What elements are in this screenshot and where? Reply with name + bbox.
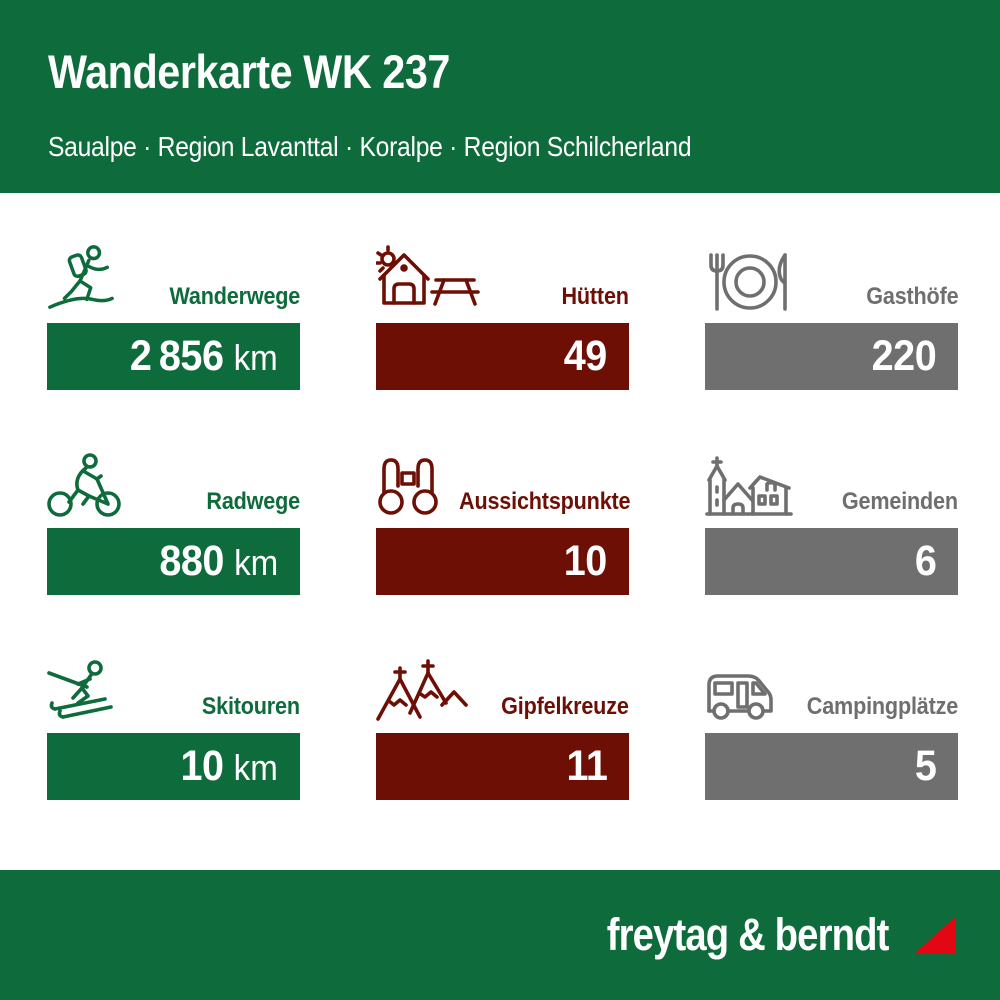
stat-label: Gipfelkreuze — [501, 693, 630, 720]
stat-card-wanderwege: Wanderwege 2 856 km — [47, 239, 300, 390]
stat-label: Skitouren — [201, 693, 300, 720]
stat-value: 10 — [563, 537, 608, 585]
stat-value: 6 — [914, 537, 936, 585]
stat-bar: 10 — [376, 528, 629, 595]
stat-label: Gemeinden — [841, 488, 958, 515]
logo-text: freytag & berndt — [607, 909, 890, 960]
stat-bar: 220 — [705, 323, 958, 390]
stat-card-gasthoefe: Gasthöfe 220 — [705, 239, 958, 390]
stat-unit: km — [233, 542, 278, 583]
stat-bar: 11 — [376, 733, 629, 800]
summit-cross-icon — [376, 659, 470, 723]
stat-bar: 49 — [376, 323, 629, 390]
stat-card-skitouren: Skitouren 10 km — [47, 649, 300, 800]
stat-card-huetten: Hütten 49 — [376, 239, 629, 390]
ski-tour-icon — [47, 657, 117, 723]
stat-bar: 2 856 km — [47, 323, 300, 390]
page-title: Wanderkarte WK 237 — [48, 45, 450, 98]
cyclist-icon — [47, 452, 121, 518]
hiker-icon — [47, 243, 115, 313]
stat-value: 11 — [566, 742, 607, 790]
red-triangle-icon — [914, 916, 955, 954]
restaurant-icon — [705, 251, 791, 313]
village-church-icon — [705, 456, 793, 518]
camper-van-icon — [705, 663, 781, 723]
stat-label: Campingplätze — [806, 693, 958, 720]
stat-label: Hütten — [561, 283, 629, 310]
stat-card-gemeinden: Gemeinden 6 — [705, 444, 958, 595]
stat-card-radwege: Radwege 880 km — [47, 444, 300, 595]
stat-card-gipfelkreuze: Gipfelkreuze 11 — [376, 649, 629, 800]
header-banner: Wanderkarte WK 237 Saualpe · Region Lava… — [0, 0, 1000, 193]
footer-banner: freytag & berndt — [0, 870, 1000, 1000]
binoculars-icon — [376, 456, 440, 518]
stat-unit: km — [233, 337, 278, 378]
stat-label: Gasthöfe — [865, 283, 958, 310]
stat-unit: km — [233, 747, 278, 788]
stat-label: Wanderwege — [169, 283, 300, 310]
stat-value: 49 — [563, 332, 608, 380]
stat-label: Radwege — [206, 488, 300, 515]
page-subtitle: Saualpe · Region Lavanttal · Koralpe · R… — [48, 131, 692, 162]
stat-value: 10 — [180, 742, 225, 790]
stat-label: Aussichtspunkte — [459, 488, 631, 515]
stat-bar: 6 — [705, 528, 958, 595]
hut-picnic-icon — [376, 243, 480, 313]
stat-bar: 880 km — [47, 528, 300, 595]
stat-value: 2 856 — [130, 332, 224, 380]
stat-card-campingplaetze: Campingplätze 5 — [705, 649, 958, 800]
stat-value: 220 — [871, 332, 936, 380]
stat-card-aussichtspunkte: Aussichtspunkte 10 — [376, 444, 631, 595]
stat-value: 5 — [914, 742, 936, 790]
stat-value: 880 — [159, 537, 224, 585]
stat-bar: 5 — [705, 733, 958, 800]
brand-logo: freytag & berndt — [557, 909, 955, 961]
stat-bar: 10 km — [47, 733, 300, 800]
stats-grid: Wanderwege 2 856 km — [0, 193, 1000, 870]
